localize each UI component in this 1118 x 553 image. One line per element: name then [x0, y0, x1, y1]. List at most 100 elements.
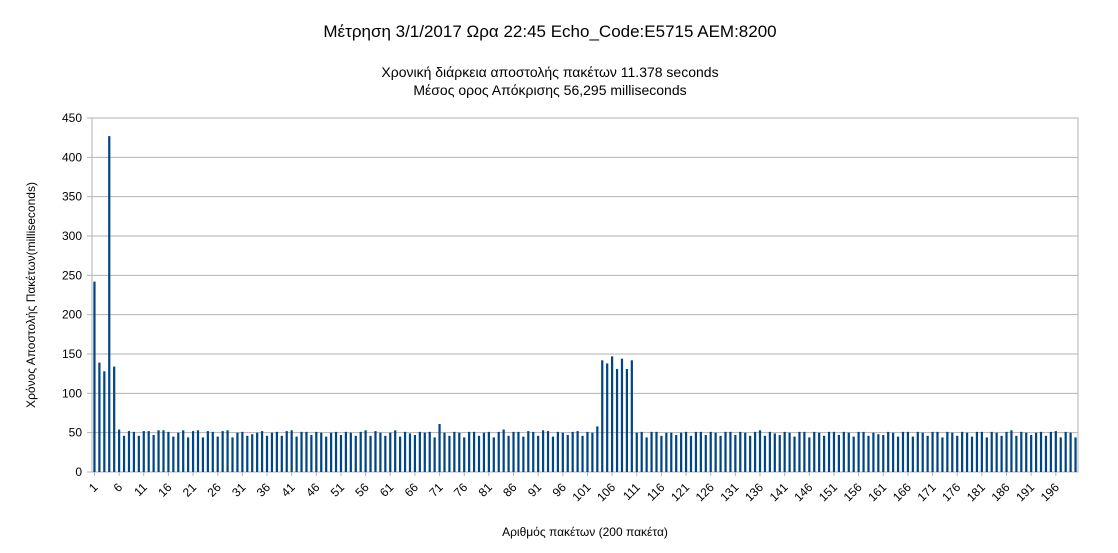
- bar: [196, 430, 200, 472]
- bar: [206, 431, 209, 472]
- x-tick-label: 196: [1038, 480, 1062, 504]
- bar: [714, 432, 717, 472]
- bar: [1005, 431, 1008, 472]
- bar: [744, 432, 747, 472]
- bar: [793, 436, 796, 472]
- bar: [142, 431, 145, 472]
- bar: [1069, 432, 1072, 472]
- x-tick-label: 136: [742, 480, 766, 504]
- bar: [251, 434, 254, 472]
- bar: [280, 435, 283, 472]
- bar: [734, 435, 737, 472]
- bar: [699, 431, 702, 472]
- x-tick-label: 106: [594, 480, 618, 504]
- bar: [231, 437, 234, 472]
- bar: [522, 436, 525, 472]
- y-tick-label: 0: [75, 465, 82, 479]
- bar: [172, 436, 175, 472]
- bar: [384, 435, 387, 472]
- bar: [93, 281, 96, 472]
- bar: [783, 431, 786, 472]
- bar: [270, 432, 274, 472]
- x-tick-label: 171: [915, 480, 939, 504]
- chart-subtitle-line-1: Χρονική διάρκεια αποστολής πακέτων 11.37…: [381, 64, 719, 80]
- y-tick-label: 200: [62, 308, 82, 322]
- bar: [650, 431, 653, 472]
- bar: [443, 432, 446, 472]
- bar: [492, 437, 495, 472]
- y-tick-label: 250: [62, 268, 82, 282]
- bar: [818, 432, 821, 472]
- bar: [946, 431, 949, 472]
- bar: [551, 436, 555, 472]
- bar: [906, 431, 910, 472]
- bar: [931, 431, 934, 472]
- bar: [773, 433, 776, 472]
- bar: [433, 437, 436, 472]
- bar: [241, 431, 244, 472]
- bar: [596, 426, 599, 472]
- bar: [349, 432, 352, 472]
- bar: [970, 436, 974, 472]
- bar: [645, 437, 648, 472]
- x-tick-label: 1: [86, 480, 101, 495]
- bar: [753, 431, 757, 472]
- bar: [517, 431, 520, 472]
- bar: [182, 430, 185, 472]
- x-tick-label: 61: [377, 480, 397, 500]
- bar: [601, 360, 604, 472]
- bar: [458, 432, 461, 472]
- bar: [729, 431, 732, 472]
- bar: [177, 432, 180, 472]
- bar: [1059, 437, 1062, 472]
- bar: [852, 436, 855, 472]
- bar: [113, 366, 116, 472]
- bar: [704, 435, 707, 472]
- bar: [842, 431, 845, 472]
- x-tick-label: 71: [426, 480, 446, 500]
- y-tick-label: 300: [62, 229, 82, 243]
- bar: [285, 431, 288, 472]
- chart-title: Μέτρηση 3/1/2017 Ωρα 22:45 Echo_Code:E57…: [323, 22, 777, 41]
- x-axis-label: Αριθμός πακέτων (200 πακέτα): [502, 525, 668, 539]
- bar: [334, 431, 338, 472]
- bar: [487, 431, 490, 472]
- bar: [1025, 432, 1028, 472]
- bar: [339, 435, 343, 472]
- x-tick-label: 181: [964, 480, 988, 504]
- bar: [320, 432, 323, 472]
- bar: [344, 431, 348, 472]
- bar: [670, 432, 673, 472]
- bar: [571, 431, 574, 472]
- bar: [472, 431, 476, 472]
- bar: [1039, 431, 1043, 472]
- bar: [916, 431, 919, 472]
- y-tick-label: 150: [62, 347, 82, 361]
- bar: [719, 435, 722, 472]
- bar: [980, 431, 983, 472]
- bar: [995, 432, 998, 472]
- bar: [537, 435, 540, 472]
- x-tick-label: 176: [939, 480, 963, 504]
- bar: [1074, 437, 1077, 472]
- bar: [892, 432, 895, 472]
- x-tick-label: 161: [865, 480, 889, 504]
- bar: [191, 431, 195, 472]
- bar: [448, 435, 451, 472]
- bar: [497, 431, 500, 472]
- x-tick-label: 56: [352, 480, 372, 500]
- bar: [122, 435, 126, 472]
- bar: [162, 430, 165, 472]
- bar: [1064, 431, 1067, 472]
- y-tick-label: 50: [69, 426, 83, 440]
- x-tick-label: 91: [525, 480, 545, 500]
- bar: [152, 435, 155, 472]
- bar: [630, 360, 633, 472]
- bar: [290, 430, 293, 472]
- bar: [167, 431, 170, 472]
- bar: [896, 436, 900, 472]
- bar: [98, 362, 101, 472]
- bar: [965, 432, 969, 472]
